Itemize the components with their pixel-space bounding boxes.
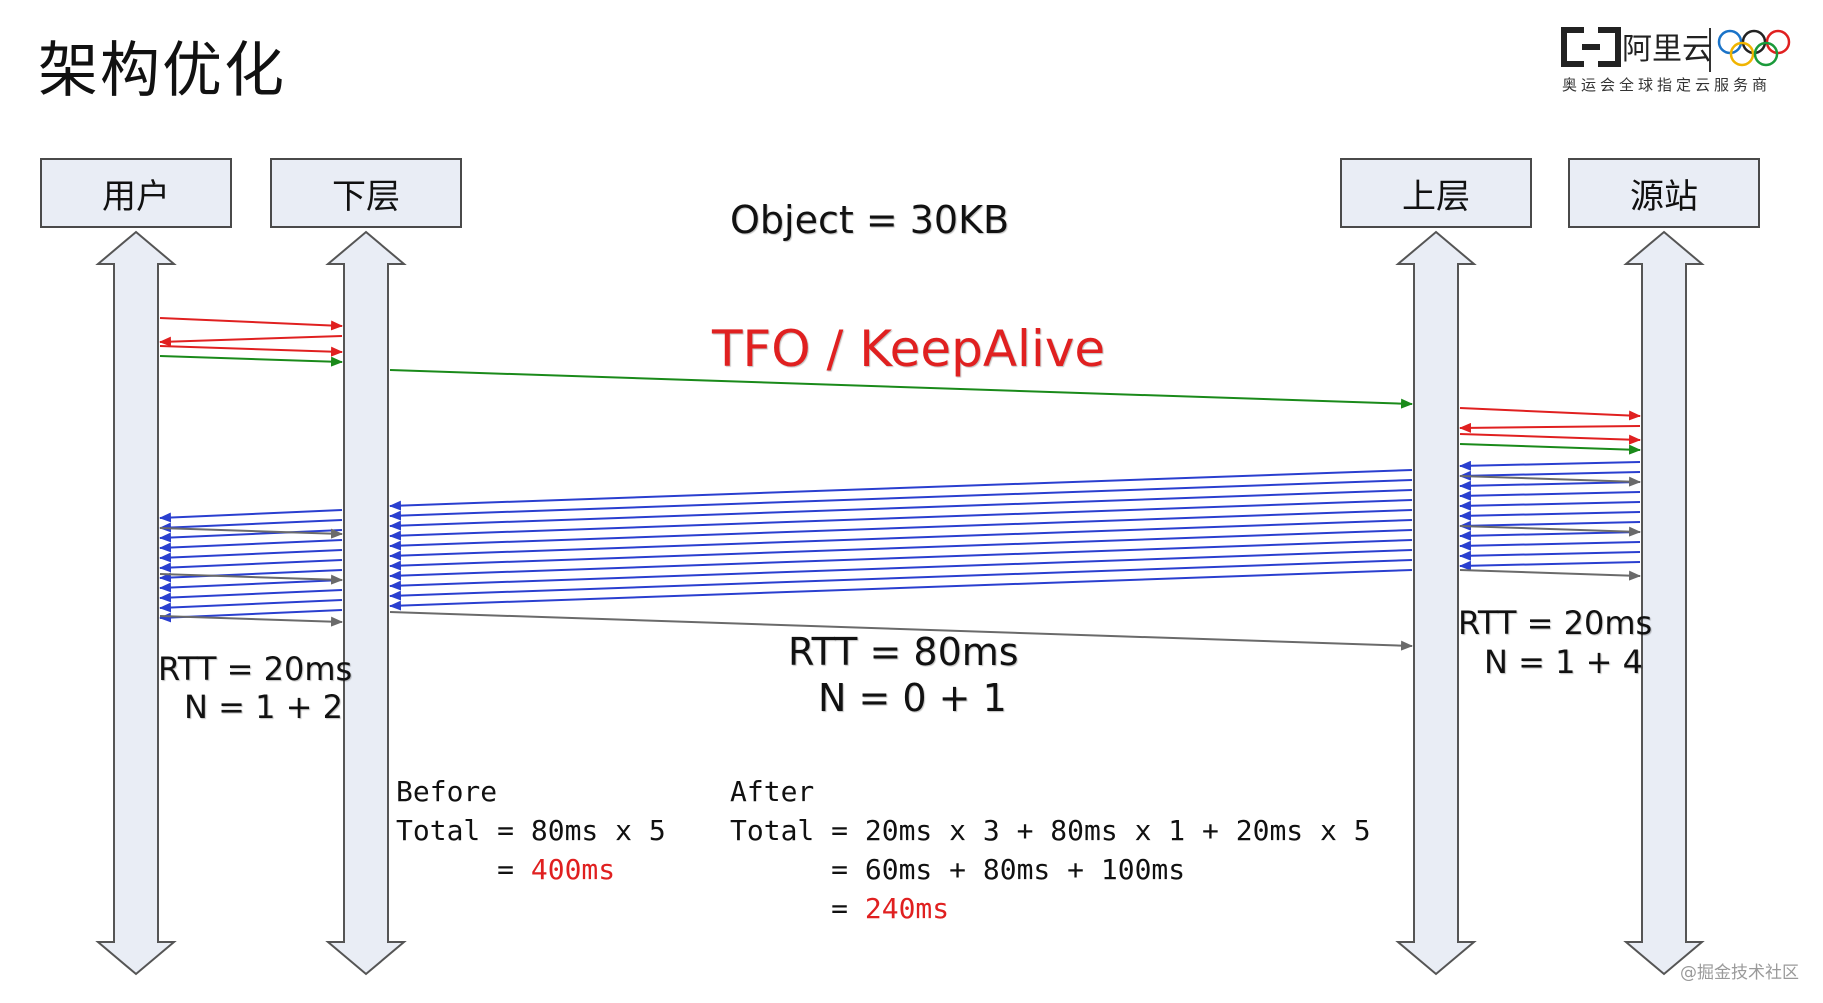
segment-1-n: N = 1 + 2 (184, 688, 343, 726)
segment-3-n: N = 1 + 4 (1484, 643, 1643, 681)
gray-message-arrow-21 (1459, 475, 1641, 487)
green-message-arrow-4 (159, 355, 343, 367)
blue-message-arrow-14 (1459, 500, 1641, 511)
logo-subtitle: 奥运会全球指定云服务商 (1562, 76, 1772, 94)
object-size-label: Object = 30KB (730, 198, 1010, 242)
after-result-value: 240ms (864, 892, 950, 925)
gray-message-arrow-49 (159, 615, 343, 627)
lifeline-user (95, 230, 177, 976)
after-breakdown-line: = 60ms + 80ms + 100ms (730, 853, 1186, 886)
red-message-arrow-7 (1459, 422, 1641, 433)
blue-message-arrow-10 (1459, 460, 1641, 471)
blue-message-arrow-45 (159, 599, 343, 613)
after-heading: After (730, 775, 815, 808)
before-result-prefix: = (396, 853, 531, 886)
watermark: @掘金技术社区 (1680, 963, 1799, 983)
lifeline-upper-layer (1395, 230, 1477, 976)
blue-message-arrow-43 (159, 579, 343, 593)
green-message-arrow-9 (1459, 443, 1641, 455)
blue-message-arrow-19 (1459, 550, 1641, 561)
blue-message-arrow-44 (159, 589, 343, 603)
segment-2-rtt: RTT = 80ms (788, 630, 1019, 674)
cloud-bracket-icon (1561, 27, 1621, 67)
blue-message-arrow-16 (1459, 520, 1641, 531)
segment-3-rtt: RTT = 20ms (1458, 604, 1653, 642)
after-result-prefix: = (730, 892, 865, 925)
after-total-line: Total = 20ms x 3 + 80ms x 1 + 20ms x 5 (730, 814, 1371, 847)
lifeline-origin (1623, 230, 1705, 976)
blue-message-arrow-38 (159, 529, 343, 543)
node-lower-layer: 下层 (270, 158, 462, 228)
before-heading: Before (396, 775, 498, 808)
before-total-line: Total = 80ms x 5 (396, 814, 666, 847)
red-message-arrow-2 (159, 335, 343, 347)
blue-message-arrow-13 (1459, 490, 1641, 501)
blue-message-arrow-32 (389, 549, 1413, 591)
before-result-value: 400ms (530, 853, 616, 886)
red-message-arrow-8 (1459, 433, 1641, 445)
tfo-keepalive-label: TFO / KeepAlive (712, 320, 1106, 378)
blue-message-arrow-25 (389, 479, 1413, 521)
blue-message-arrow-26 (389, 489, 1413, 531)
gray-message-arrow-48 (159, 573, 343, 585)
blue-message-arrow-18 (1459, 540, 1641, 551)
node-upper-layer: 上层 (1340, 158, 1532, 228)
blue-message-arrow-30 (389, 529, 1413, 571)
after-result-line: = 240ms (730, 889, 949, 928)
green-message-arrow-5 (389, 369, 1413, 409)
lifeline-lower-layer (325, 230, 407, 976)
blue-message-arrow-24 (389, 469, 1413, 511)
before-result-line: = 400ms (396, 850, 615, 889)
red-message-arrow-6 (1459, 407, 1641, 421)
blue-message-arrow-31 (389, 539, 1413, 581)
blue-message-arrow-41 (159, 559, 343, 573)
blue-message-arrow-15 (1459, 510, 1641, 521)
aliyun-logo (1561, 27, 1791, 72)
gray-message-arrow-35 (389, 611, 1413, 651)
red-message-arrow-3 (159, 345, 343, 357)
segment-2-n: N = 0 + 1 (818, 676, 1007, 720)
node-user: 用户 (40, 158, 232, 228)
node-origin: 源站 (1568, 158, 1760, 228)
page-title: 架构优化 (38, 36, 286, 106)
blue-message-arrow-12 (1459, 480, 1641, 491)
blue-message-arrow-39 (159, 539, 343, 553)
blue-message-arrow-17 (1459, 530, 1641, 541)
red-message-arrow-1 (159, 317, 343, 331)
blue-message-arrow-42 (159, 569, 343, 583)
blue-message-arrow-40 (159, 549, 343, 563)
olympic-rings-icon (1717, 29, 1791, 67)
blue-message-arrow-28 (389, 509, 1413, 551)
blue-message-arrow-11 (1459, 470, 1641, 481)
blue-message-arrow-34 (389, 569, 1413, 611)
blue-message-arrow-33 (389, 559, 1413, 601)
blue-message-arrow-37 (159, 519, 343, 533)
blue-message-arrow-27 (389, 499, 1413, 541)
logo-brand-text: 阿里云 (1622, 32, 1712, 67)
segment-1-rtt: RTT = 20ms (158, 650, 353, 688)
gray-message-arrow-47 (159, 527, 343, 539)
gray-message-arrow-22 (1459, 525, 1641, 537)
gray-message-arrow-23 (1459, 569, 1641, 581)
blue-message-arrow-36 (159, 509, 343, 523)
blue-message-arrow-29 (389, 519, 1413, 561)
blue-message-arrow-20 (1459, 560, 1641, 571)
